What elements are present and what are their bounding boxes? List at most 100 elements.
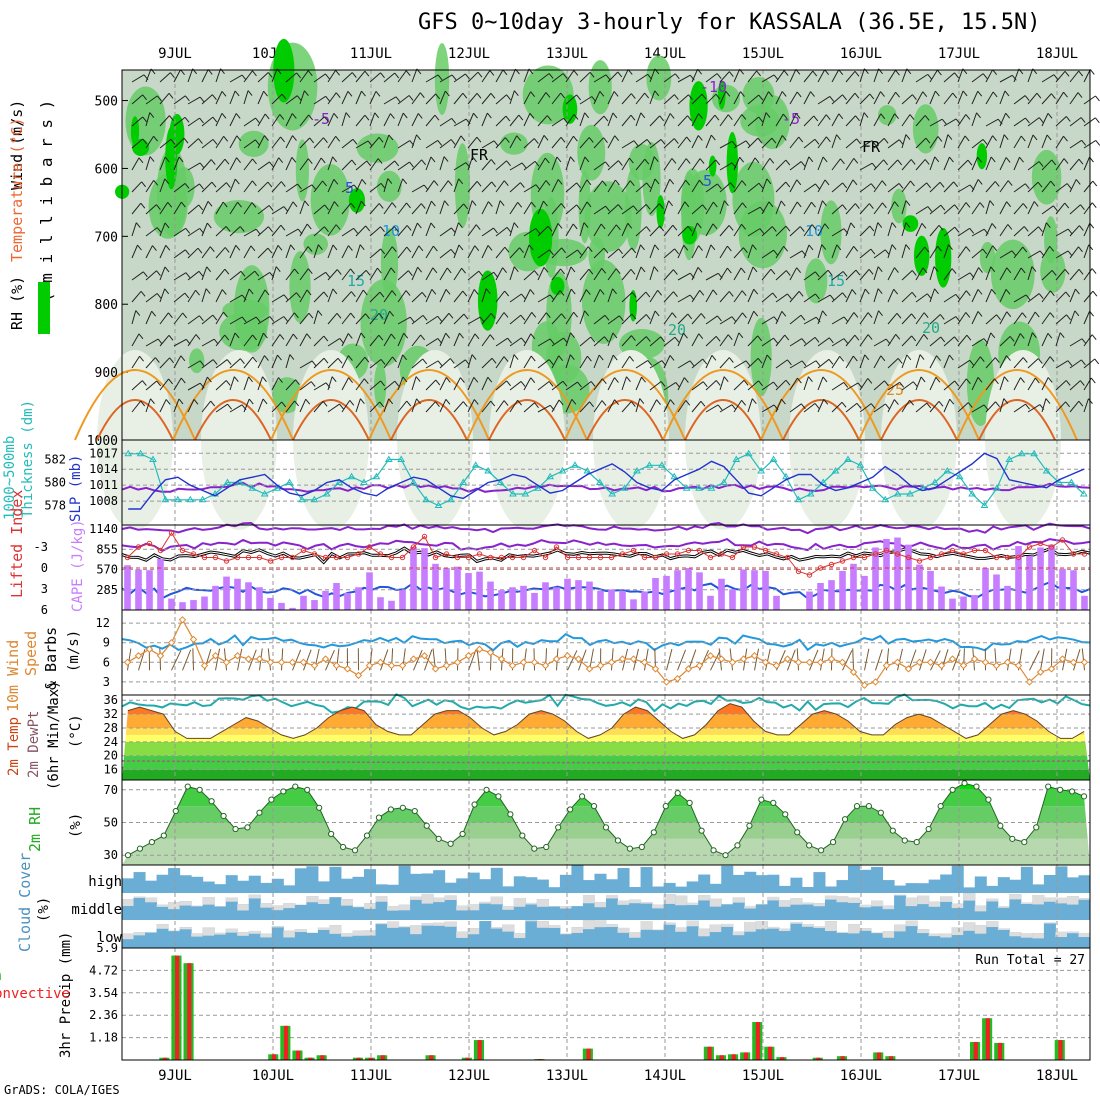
rh-ylabel: 2m RH [26, 807, 44, 852]
wind-barb-flag [842, 94, 847, 101]
cloud-high-bar [767, 874, 780, 893]
cape-bar [1059, 568, 1066, 610]
wind-barb-flag [599, 90, 605, 97]
wind-barb-flag [223, 135, 229, 142]
cloud-high-bar [306, 866, 319, 893]
wind-barb [607, 288, 614, 303]
isotherm-plus10 [121, 633, 1091, 652]
wind-barb [663, 179, 671, 193]
cape-bar [751, 570, 758, 610]
wind-barb-flag [842, 292, 847, 299]
wind-barb [915, 267, 924, 281]
lifted-point [828, 561, 835, 568]
wind-barb [285, 268, 295, 281]
cloud-low-bar [606, 924, 619, 948]
wind-barb-flag [437, 360, 443, 367]
lifted-point [223, 558, 230, 564]
wind-barb [271, 93, 283, 105]
wind-barb-flag [1049, 312, 1055, 318]
wind-barb [971, 377, 979, 391]
wind-barb [607, 315, 620, 325]
wind-barb-flag [547, 225, 553, 232]
wind-barb-flag [169, 115, 174, 121]
cloud-middle-bar [352, 906, 365, 920]
wind-barb-flag [1089, 69, 1095, 75]
wind-barb [985, 181, 996, 193]
wind-barb-flag [751, 398, 757, 404]
wind-barb-flag [1047, 113, 1053, 119]
thickness-tick-label: 578 [44, 499, 66, 513]
wind-barb [271, 224, 282, 237]
cloud-low-gap [387, 921, 400, 928]
cloud-low-bar [421, 923, 434, 948]
wind-barb [677, 400, 687, 413]
cloud-low-bar [686, 920, 699, 948]
wind-barb [481, 357, 493, 369]
wind-barb [831, 401, 843, 413]
wind-barb-flag [672, 224, 678, 231]
wind-barb-flag [420, 334, 425, 341]
wind-barb-flag [952, 92, 958, 99]
wind-barb [747, 244, 753, 259]
cloud-low-gap [1078, 932, 1091, 938]
date-label-bottom: 12JUL [448, 1068, 490, 1084]
wind-barb [173, 312, 184, 325]
wind-barb-flag [1091, 202, 1097, 208]
cloud-yunit: (%) [36, 897, 52, 922]
wind-barb-flag [474, 245, 480, 252]
wind-barb-flag [821, 244, 827, 250]
wind-barb [957, 202, 967, 215]
cloud-middle-gap [456, 905, 469, 911]
wind-barb-flag [1066, 314, 1071, 321]
wind-barb-flag [710, 244, 716, 251]
cloud-high-bar [905, 883, 918, 893]
wind-barb [663, 355, 671, 369]
wind-barb-flag [560, 203, 566, 209]
wind-barb [719, 225, 730, 237]
wind-barb [383, 202, 393, 215]
rh-point [124, 852, 132, 859]
wind-barb [383, 178, 389, 193]
wind-barb-flag [529, 289, 535, 295]
cloud-high-bar [594, 873, 607, 893]
cloud-middle-gap [1043, 897, 1056, 902]
wind-barb [705, 404, 719, 413]
wind-barb-flag [612, 112, 618, 119]
isotherm-30 [684, 399, 762, 441]
thickness-point [583, 467, 592, 474]
cloud-high-bar [709, 883, 722, 893]
cloud-middle-gap [652, 904, 665, 909]
wind-barb [229, 90, 236, 105]
wind-barb [201, 288, 207, 303]
temp-tick-label: 32 [104, 707, 118, 721]
wind-barb-flag [178, 156, 184, 163]
upper-ytick-label: 700 [95, 230, 118, 245]
cape-bar [762, 570, 769, 610]
isotherm-30 [978, 399, 1056, 441]
wind-barb [551, 117, 564, 127]
wind-barb-flag [308, 114, 314, 121]
cloud-low-bar [813, 926, 826, 948]
wind-barb [677, 115, 688, 127]
cape-bar [289, 607, 296, 610]
lifted-point [696, 547, 703, 554]
slp-tick-label: 1011 [89, 478, 118, 492]
wind-barb [131, 94, 143, 105]
isotherm-25 [172, 369, 294, 441]
lifted-point [630, 547, 637, 554]
cloud-low-bar [732, 931, 745, 948]
rh-point [650, 829, 657, 836]
contour-label: FR [862, 138, 881, 156]
wind-barb-flag [740, 91, 745, 97]
thickness-point [298, 495, 306, 503]
wind-barb-flag [264, 289, 270, 296]
cloud-low-gap [652, 929, 665, 931]
wind-barb [173, 377, 182, 391]
wind-barb-flag [660, 336, 665, 343]
wind-barb [789, 267, 798, 281]
wind-barb-flag [520, 381, 526, 387]
wind-barb [523, 113, 531, 127]
wind-barb [425, 289, 433, 303]
wind-barb [649, 399, 658, 413]
wind-barb [257, 90, 265, 105]
